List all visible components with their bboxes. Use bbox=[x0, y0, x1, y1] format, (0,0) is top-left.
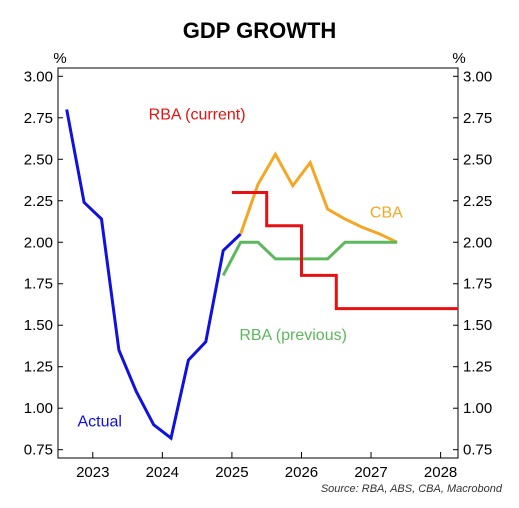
series-line-cba bbox=[239, 151, 398, 244]
series-line-rba-current bbox=[231, 191, 458, 311]
y-tick-label-right: 1.00 bbox=[463, 400, 492, 417]
y-tick-label-right: 1.75 bbox=[463, 276, 492, 293]
series-line-rba-previous bbox=[221, 240, 398, 277]
y-unit-left: % bbox=[53, 50, 66, 67]
series-layer bbox=[65, 109, 458, 441]
source-note: Source: RBA, ABS, CBA, Macrobond bbox=[321, 483, 503, 495]
x-tick-label: 2026 bbox=[285, 464, 318, 481]
y-tick-label-left: 3.00 bbox=[24, 68, 53, 85]
y-tick-label-right: 3.00 bbox=[463, 68, 492, 85]
x-tick-label: 2025 bbox=[215, 464, 248, 481]
y-tick-label-left: 1.25 bbox=[24, 359, 53, 376]
y-tick-label-right: 2.00 bbox=[463, 234, 492, 251]
y-unit-right: % bbox=[452, 50, 465, 67]
series-label-rba-current: RBA (current) bbox=[149, 106, 246, 123]
chart-title: GDP GROWTH bbox=[183, 18, 337, 43]
y-tick-label-left: 1.75 bbox=[24, 276, 53, 293]
x-tick-label: 2027 bbox=[354, 464, 387, 481]
y-tick-label-left: 2.75 bbox=[24, 110, 53, 127]
series-label-cba: CBA bbox=[370, 204, 403, 221]
x-tick-label: 2024 bbox=[146, 464, 179, 481]
y-tick-label-right: 1.25 bbox=[463, 359, 492, 376]
y-tick-label-left: 1.50 bbox=[24, 317, 53, 334]
y-tick-label-left: 2.50 bbox=[24, 151, 53, 168]
y-tick-label-right: 2.50 bbox=[463, 151, 492, 168]
series-line-actual bbox=[65, 109, 242, 441]
annotations: RBA (current) CBA RBA (previous) Actual bbox=[78, 106, 404, 430]
series-label-actual: Actual bbox=[78, 413, 122, 430]
series-label-rba-previous: RBA (previous) bbox=[239, 327, 347, 344]
plot-frame bbox=[57, 67, 459, 459]
y-tick-label-left: 2.00 bbox=[24, 234, 53, 251]
axes: 0.75 0.75 1.00 1.00 1.25 1.25 1.50 1.50 1.75 1.75… bbox=[24, 67, 492, 481]
y-tick-label-left: 1.00 bbox=[24, 400, 53, 417]
y-tick-label-right: 2.25 bbox=[463, 193, 492, 210]
y-tick-label-right: 0.75 bbox=[463, 442, 492, 459]
y-tick-label-left: 2.25 bbox=[24, 193, 53, 210]
y-tick-label-right: 1.50 bbox=[463, 317, 492, 334]
y-tick-label-right: 2.75 bbox=[463, 110, 492, 127]
x-tick-label: 2023 bbox=[76, 464, 109, 481]
y-tick-label-left: 0.75 bbox=[24, 442, 53, 459]
x-tick-label: 2028 bbox=[424, 464, 457, 481]
